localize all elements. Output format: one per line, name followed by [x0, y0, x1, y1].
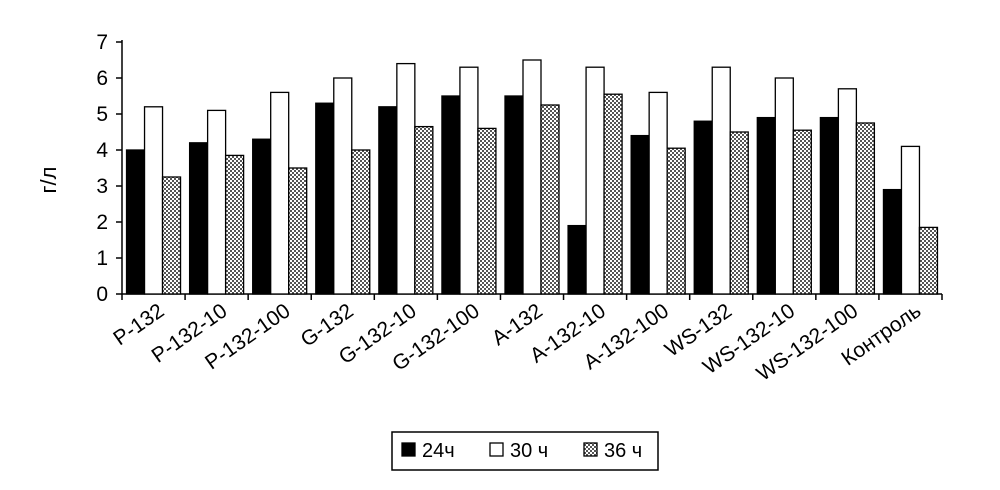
bar-36ч — [604, 94, 622, 294]
bar-30ч — [586, 67, 604, 294]
y-tick-label: 7 — [96, 31, 108, 54]
bar-36ч — [730, 132, 748, 294]
bar-30ч — [712, 67, 730, 294]
bar-24ч — [820, 118, 838, 294]
legend-swatch — [490, 443, 503, 456]
bar-30ч — [775, 78, 793, 294]
bar-36ч — [667, 148, 685, 294]
bar-36ч — [352, 150, 370, 294]
y-tick-label: 0 — [96, 283, 108, 306]
y-tick-label: 2 — [96, 211, 108, 234]
bar-36ч — [163, 177, 181, 294]
bar-24ч — [631, 136, 649, 294]
bar-24ч — [505, 96, 523, 294]
bar-30ч — [901, 146, 919, 294]
bar-30ч — [460, 67, 478, 294]
y-tick-label: 1 — [96, 247, 108, 270]
legend-swatch — [584, 443, 597, 456]
y-tick-label: 6 — [96, 67, 108, 90]
bar-24ч — [442, 96, 460, 294]
bar-30ч — [397, 64, 415, 294]
bar-24ч — [316, 103, 334, 294]
bar-30ч — [208, 110, 226, 294]
bar-30ч — [523, 60, 541, 294]
bar-30ч — [649, 92, 667, 294]
legend: 24ч 30 ч 36 ч — [392, 432, 658, 470]
bar-24ч — [190, 143, 208, 294]
bar-36ч — [541, 105, 559, 294]
bar-36ч — [793, 130, 811, 294]
bar-30ч — [271, 92, 289, 294]
y-tick-label: 3 — [96, 175, 108, 198]
legend-label: 36 ч — [604, 440, 642, 462]
bar-24ч — [253, 139, 271, 294]
bar-36ч — [226, 155, 244, 294]
bar-24ч — [694, 121, 712, 294]
bar-36ч — [856, 123, 874, 294]
bar-24ч — [127, 150, 145, 294]
legend-swatch — [402, 443, 415, 456]
bar-36ч — [415, 127, 433, 294]
bar-24ч — [568, 226, 586, 294]
bar-24ч — [883, 190, 901, 294]
bar-24ч — [379, 107, 397, 294]
bar-30ч — [145, 107, 163, 294]
legend-label: 24ч — [422, 440, 455, 462]
y-axis-title: г/л — [36, 167, 61, 194]
bar-30ч — [334, 78, 352, 294]
y-tick-label: 4 — [96, 139, 108, 162]
legend-label: 30 ч — [510, 440, 548, 462]
bar-30ч — [838, 89, 856, 294]
y-tick-label: 5 — [96, 103, 108, 126]
bar-36ч — [289, 168, 307, 294]
bars — [127, 60, 938, 294]
bar-24ч — [757, 118, 775, 294]
bar-36ч — [478, 128, 496, 294]
bar-36ч — [919, 227, 937, 294]
